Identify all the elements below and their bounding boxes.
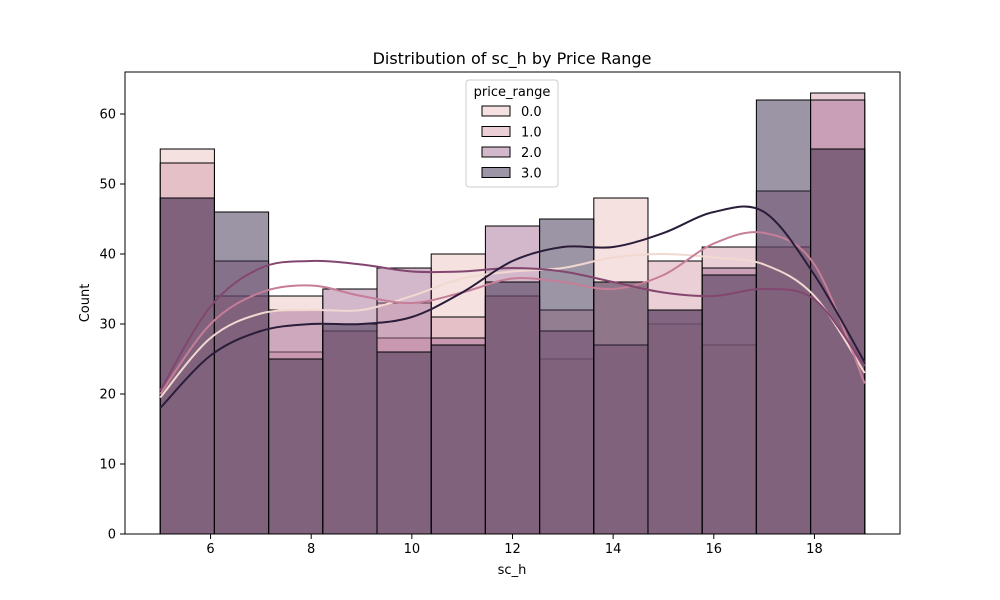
legend-label-1-0: 1.0	[521, 126, 542, 141]
chart-title: Distribution of sc_h by Price Range	[373, 49, 652, 69]
x-tick-label: 12	[504, 542, 521, 557]
bar-series-3-bin-10	[701, 274, 757, 535]
bar-series-3-bin-0	[159, 197, 215, 535]
bar-series-3-bin-1	[213, 211, 270, 535]
bars-layer	[159, 92, 866, 535]
x-tick-label: 14	[605, 542, 622, 557]
x-tick-label: 16	[706, 542, 723, 557]
x-tick-label: 6	[206, 542, 214, 557]
y-tick-label: 20	[99, 388, 116, 403]
bar-series-3-bin-2	[268, 358, 324, 535]
bar-series-3-bin-6	[484, 281, 541, 535]
legend-title: price_range	[474, 85, 551, 100]
x-axis: 6 8 10 12 14 16 18	[206, 534, 823, 557]
kde-layer	[159, 205, 866, 409]
y-tick-label: 0	[108, 528, 116, 543]
kde-line-1-0	[159, 231, 866, 395]
x-axis-label: sc_h	[498, 563, 527, 578]
y-tick-label: 50	[99, 178, 116, 193]
y-tick-label: 40	[99, 248, 116, 263]
kde-line-0-0	[159, 252, 866, 399]
bar-series-3-bin-5	[430, 344, 486, 535]
bar-series-3-bin-7	[539, 218, 595, 535]
y-tick-label: 10	[99, 458, 116, 473]
kde-line-2-0	[159, 259, 866, 392]
bar-series-3-bin-9	[647, 309, 703, 535]
bar-series-3-bin-3	[322, 323, 378, 535]
y-tick-label: 60	[99, 108, 116, 123]
x-tick-label: 8	[307, 542, 315, 557]
legend-swatch-1-0	[481, 126, 511, 137]
bar-series-3-bin-8	[593, 281, 649, 535]
legend-label-2-0: 2.0	[521, 146, 542, 161]
y-tick-label: 30	[99, 318, 116, 333]
bar-series-3-bin-11	[755, 99, 812, 535]
legend-swatch-3-0	[481, 167, 511, 178]
legend: price_range 0.0 1.0 2.0 3.0	[465, 79, 559, 188]
legend-label-0-0: 0.0	[521, 105, 542, 120]
legend-swatch-2-0	[481, 146, 511, 158]
legend-label-3-0: 3.0	[521, 167, 542, 182]
x-tick-label: 18	[806, 542, 823, 557]
legend-swatch-0-0	[481, 105, 511, 117]
y-axis: 0 10 20 30 40 50 60	[99, 108, 125, 543]
kde-line-3-0	[159, 205, 866, 409]
y-axis-label: Count	[78, 284, 93, 323]
bar-series-3-bin-12	[810, 148, 866, 535]
bar-series-3-bin-4	[376, 351, 432, 535]
x-tick-label: 10	[404, 542, 421, 557]
